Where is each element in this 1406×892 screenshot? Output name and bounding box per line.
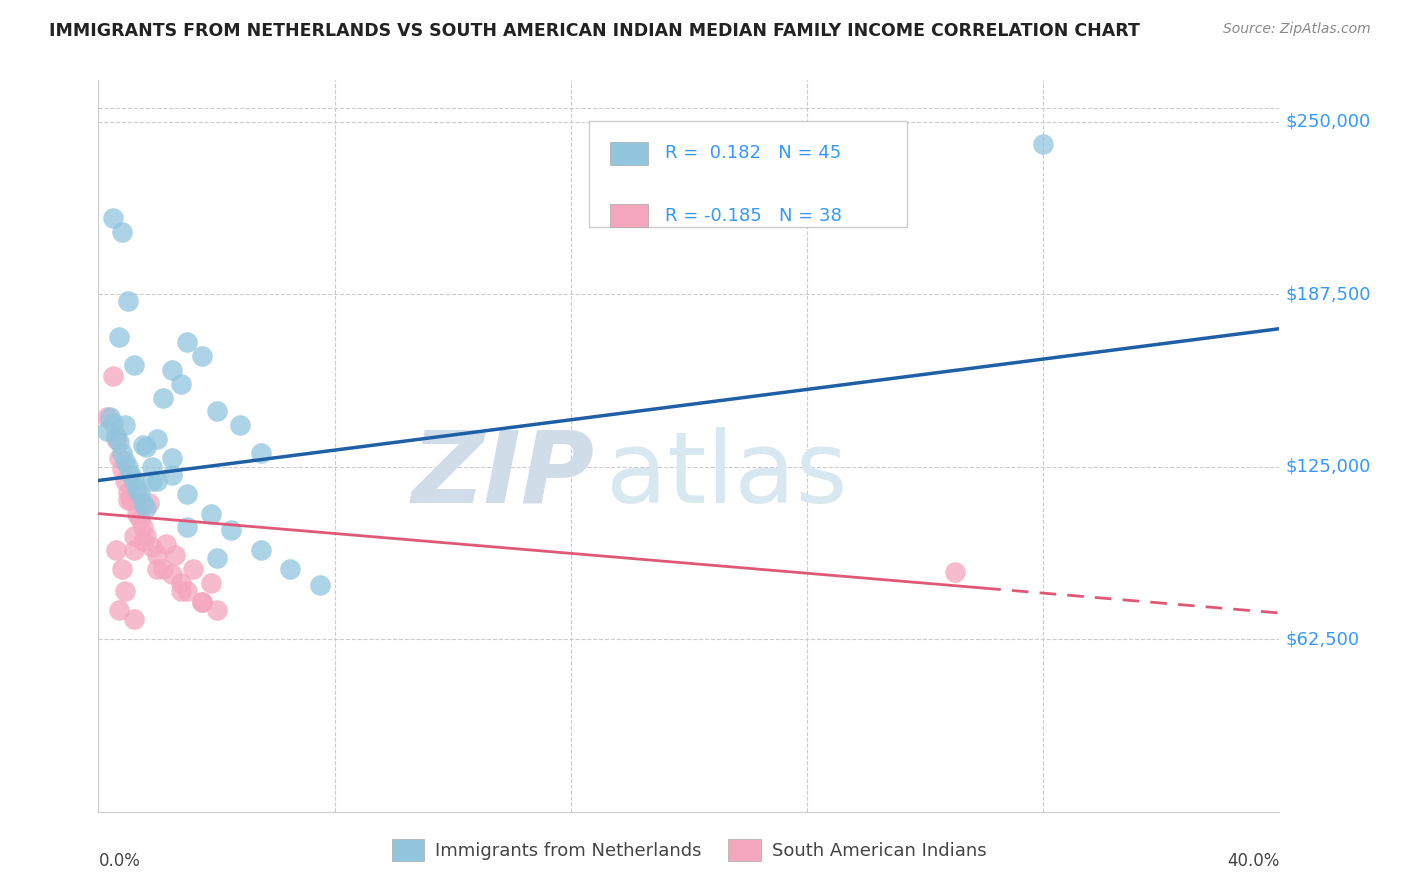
Point: [170, 376, 193, 391]
Point: [108, 451, 131, 466]
Point: [103, 368, 125, 383]
Point: [105, 432, 128, 446]
Text: R = -0.185   N = 38: R = -0.185 N = 38: [665, 207, 842, 225]
Point: [152, 391, 174, 405]
Point: [205, 404, 228, 418]
Text: atlas: atlas: [606, 426, 848, 524]
Point: [105, 542, 128, 557]
Point: [165, 548, 187, 562]
Point: [943, 565, 966, 579]
Point: [146, 432, 169, 446]
Point: [141, 459, 163, 474]
Point: [96, 410, 118, 425]
Point: [181, 562, 204, 576]
Point: [117, 484, 139, 499]
Point: [114, 474, 136, 488]
Text: IMMIGRANTS FROM NETHERLANDS VS SOUTH AMERICAN INDIAN MEDIAN FAMILY INCOME CORREL: IMMIGRANTS FROM NETHERLANDS VS SOUTH AME…: [49, 22, 1140, 40]
Point: [111, 446, 134, 460]
Point: [122, 474, 145, 488]
Point: [120, 467, 142, 482]
Text: 40.0%: 40.0%: [1227, 852, 1279, 870]
Point: [141, 540, 163, 554]
Point: [108, 434, 131, 449]
Point: [176, 583, 198, 598]
Point: [176, 487, 198, 501]
Point: [162, 451, 183, 466]
Point: [128, 487, 150, 501]
FancyBboxPatch shape: [589, 120, 907, 227]
Text: ZIP: ZIP: [412, 426, 595, 524]
Point: [125, 507, 148, 521]
Point: [191, 595, 214, 609]
Point: [250, 446, 273, 460]
Point: [170, 575, 193, 590]
Point: [108, 603, 131, 617]
Point: [117, 294, 139, 309]
Point: [114, 583, 136, 598]
Point: [138, 495, 160, 509]
Point: [111, 462, 134, 476]
Point: [108, 330, 131, 344]
Point: [176, 335, 198, 350]
Point: [117, 459, 139, 474]
Point: [135, 441, 157, 455]
Point: [135, 501, 157, 516]
Point: [162, 567, 183, 582]
Point: [155, 537, 177, 551]
Point: [191, 595, 214, 609]
Point: [122, 542, 145, 557]
Text: $62,500: $62,500: [1285, 631, 1360, 648]
Point: [132, 534, 155, 549]
Point: [205, 550, 228, 565]
Point: [132, 437, 155, 451]
Point: [146, 548, 169, 562]
Point: [221, 523, 243, 537]
Point: [111, 562, 134, 576]
Point: [103, 416, 125, 430]
Point: [141, 474, 163, 488]
Point: [120, 492, 142, 507]
Point: [229, 418, 252, 433]
Point: [122, 529, 145, 543]
Text: $250,000: $250,000: [1285, 112, 1371, 131]
Text: Source: ZipAtlas.com: Source: ZipAtlas.com: [1223, 22, 1371, 37]
Point: [122, 358, 145, 372]
Legend: Immigrants from Netherlands, South American Indians: Immigrants from Netherlands, South Ameri…: [384, 832, 994, 869]
Point: [105, 429, 128, 443]
Point: [96, 424, 118, 438]
Point: [135, 529, 157, 543]
Point: [114, 418, 136, 433]
Point: [200, 575, 222, 590]
Point: [250, 542, 273, 557]
Point: [117, 492, 139, 507]
Point: [309, 578, 332, 592]
Text: $187,500: $187,500: [1285, 285, 1371, 303]
Point: [111, 225, 134, 239]
Point: [146, 562, 169, 576]
Text: R =  0.182   N = 45: R = 0.182 N = 45: [665, 145, 842, 162]
Point: [191, 349, 214, 363]
Point: [152, 562, 174, 576]
Point: [1032, 136, 1054, 151]
Point: [103, 211, 125, 226]
Point: [176, 520, 198, 534]
Point: [125, 482, 148, 496]
Point: [132, 495, 155, 509]
Point: [162, 363, 183, 377]
Point: [200, 507, 222, 521]
Bar: [610, 142, 648, 165]
Point: [128, 512, 150, 526]
Point: [122, 611, 145, 625]
Point: [146, 474, 169, 488]
Point: [170, 583, 193, 598]
Point: [114, 454, 136, 468]
Text: $125,000: $125,000: [1285, 458, 1371, 475]
Point: [280, 562, 302, 576]
Point: [162, 467, 183, 482]
Bar: [610, 204, 648, 227]
Point: [132, 520, 155, 534]
Point: [98, 410, 121, 425]
Text: 0.0%: 0.0%: [98, 852, 141, 870]
Point: [205, 603, 228, 617]
